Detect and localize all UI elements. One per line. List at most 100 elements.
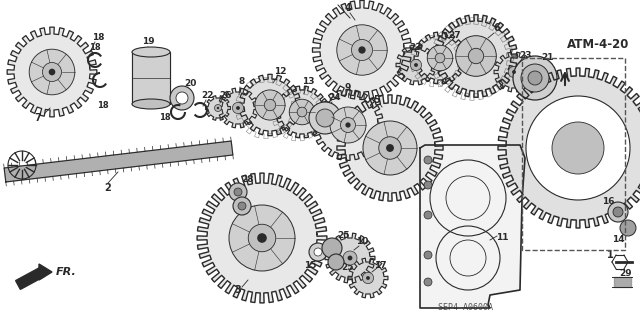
Circle shape xyxy=(42,63,61,81)
Circle shape xyxy=(456,36,496,76)
Circle shape xyxy=(236,106,240,110)
Circle shape xyxy=(322,238,342,258)
Circle shape xyxy=(238,202,246,210)
Circle shape xyxy=(346,122,351,128)
Circle shape xyxy=(552,122,604,174)
Circle shape xyxy=(248,224,276,252)
Text: 28: 28 xyxy=(242,175,254,184)
Text: 20: 20 xyxy=(184,78,196,87)
Circle shape xyxy=(506,76,640,220)
Text: 6: 6 xyxy=(493,23,500,33)
Text: 27: 27 xyxy=(449,31,461,40)
Polygon shape xyxy=(414,32,466,84)
Circle shape xyxy=(340,117,355,132)
Circle shape xyxy=(176,92,188,104)
Circle shape xyxy=(257,233,267,243)
Circle shape xyxy=(521,64,549,92)
Bar xyxy=(522,58,625,250)
Polygon shape xyxy=(4,141,233,182)
Circle shape xyxy=(229,205,295,271)
Text: 18: 18 xyxy=(89,42,101,51)
Circle shape xyxy=(428,45,452,71)
Circle shape xyxy=(362,272,374,284)
Circle shape xyxy=(386,144,394,152)
Text: 29: 29 xyxy=(620,270,632,278)
Polygon shape xyxy=(494,52,534,92)
Ellipse shape xyxy=(132,47,170,57)
Circle shape xyxy=(255,90,285,120)
Circle shape xyxy=(337,25,387,75)
Polygon shape xyxy=(132,52,170,104)
Polygon shape xyxy=(39,264,52,280)
Polygon shape xyxy=(420,145,525,308)
Circle shape xyxy=(620,220,636,236)
Text: 13: 13 xyxy=(301,78,314,86)
Circle shape xyxy=(424,156,432,164)
Circle shape xyxy=(170,86,194,110)
Text: 25: 25 xyxy=(340,263,353,272)
Ellipse shape xyxy=(132,99,170,109)
Circle shape xyxy=(363,121,417,175)
Circle shape xyxy=(512,70,516,74)
Text: 16: 16 xyxy=(602,197,614,206)
Circle shape xyxy=(217,107,219,109)
Polygon shape xyxy=(312,90,383,160)
Text: 23: 23 xyxy=(410,43,422,53)
Circle shape xyxy=(314,248,322,256)
Circle shape xyxy=(468,48,484,64)
Text: 1: 1 xyxy=(607,250,613,260)
Circle shape xyxy=(608,202,628,222)
Polygon shape xyxy=(218,88,258,128)
Text: SEP4 A0600A: SEP4 A0600A xyxy=(438,303,493,313)
Polygon shape xyxy=(435,15,517,97)
Circle shape xyxy=(613,207,623,217)
Circle shape xyxy=(366,276,370,280)
Text: 8: 8 xyxy=(239,78,245,86)
Text: 23: 23 xyxy=(519,50,531,60)
Circle shape xyxy=(233,197,251,215)
Text: 15: 15 xyxy=(304,261,316,270)
Polygon shape xyxy=(197,173,327,303)
Text: 19: 19 xyxy=(141,38,154,47)
Circle shape xyxy=(358,46,365,54)
Text: 5: 5 xyxy=(374,95,380,105)
Text: 12: 12 xyxy=(274,68,286,77)
Text: 18: 18 xyxy=(159,114,171,122)
Circle shape xyxy=(424,278,432,286)
Circle shape xyxy=(316,109,334,127)
Circle shape xyxy=(49,69,55,75)
Text: 4: 4 xyxy=(344,3,351,13)
Polygon shape xyxy=(337,95,443,201)
Text: ATM-4-20: ATM-4-20 xyxy=(567,38,629,50)
Text: 25: 25 xyxy=(337,231,349,240)
Text: 14: 14 xyxy=(612,235,624,244)
Circle shape xyxy=(330,107,366,143)
Polygon shape xyxy=(312,0,412,100)
Circle shape xyxy=(297,107,307,117)
Polygon shape xyxy=(239,74,301,136)
Circle shape xyxy=(424,211,432,219)
Text: 17: 17 xyxy=(374,261,387,270)
Circle shape xyxy=(513,56,557,100)
Circle shape xyxy=(264,99,276,111)
Polygon shape xyxy=(205,96,230,120)
Circle shape xyxy=(424,251,432,259)
Polygon shape xyxy=(15,268,44,289)
Polygon shape xyxy=(498,68,640,228)
Circle shape xyxy=(309,243,327,261)
Text: 28: 28 xyxy=(246,211,259,219)
Circle shape xyxy=(424,181,432,189)
Polygon shape xyxy=(348,258,388,298)
Circle shape xyxy=(379,137,401,159)
Text: 9: 9 xyxy=(345,84,351,93)
Circle shape xyxy=(309,102,341,134)
Circle shape xyxy=(234,188,242,196)
Circle shape xyxy=(214,105,221,112)
Circle shape xyxy=(526,96,630,200)
Circle shape xyxy=(435,53,445,63)
Text: 10: 10 xyxy=(356,238,368,247)
Circle shape xyxy=(328,254,344,270)
Text: 21: 21 xyxy=(541,54,554,63)
Circle shape xyxy=(508,66,520,78)
Circle shape xyxy=(29,49,75,95)
